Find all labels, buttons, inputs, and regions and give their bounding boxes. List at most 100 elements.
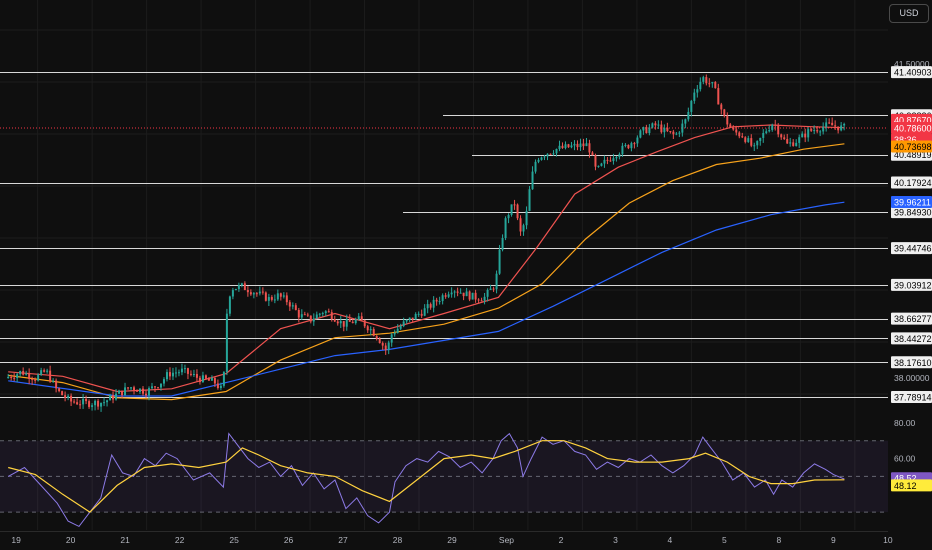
candle-body[interactable] bbox=[747, 138, 750, 142]
candle-body[interactable] bbox=[357, 316, 360, 320]
candle-body[interactable] bbox=[19, 371, 22, 375]
candle-body[interactable] bbox=[34, 379, 37, 381]
candle-body[interactable] bbox=[552, 153, 555, 155]
candle-body[interactable] bbox=[294, 305, 297, 310]
candle-body[interactable] bbox=[828, 122, 831, 124]
candle-body[interactable] bbox=[327, 311, 330, 313]
candle-body[interactable] bbox=[288, 302, 291, 307]
candle-body[interactable] bbox=[115, 393, 118, 400]
candle-body[interactable] bbox=[648, 127, 651, 134]
candle-body[interactable] bbox=[453, 291, 456, 293]
candle-body[interactable] bbox=[156, 387, 159, 389]
candle-body[interactable] bbox=[642, 127, 645, 131]
candle-body[interactable] bbox=[306, 314, 309, 316]
candle-body[interactable] bbox=[588, 143, 591, 153]
level-price-badge[interactable]: 38.44272 bbox=[891, 332, 932, 345]
candle-body[interactable] bbox=[615, 157, 618, 159]
candle-body[interactable] bbox=[165, 372, 168, 380]
candle-body[interactable] bbox=[159, 383, 162, 388]
candle-body[interactable] bbox=[118, 390, 121, 394]
candle-body[interactable] bbox=[234, 288, 237, 291]
candle-body[interactable] bbox=[261, 291, 264, 293]
candle-body[interactable] bbox=[774, 124, 777, 126]
candle-body[interactable] bbox=[765, 131, 768, 133]
candle-body[interactable] bbox=[324, 311, 327, 314]
candle-body[interactable] bbox=[786, 138, 789, 144]
candle-body[interactable] bbox=[579, 143, 582, 148]
candle-body[interactable] bbox=[426, 304, 429, 309]
candle-body[interactable] bbox=[732, 127, 735, 130]
candle-body[interactable] bbox=[516, 204, 519, 219]
candle-body[interactable] bbox=[669, 131, 672, 133]
candle-body[interactable] bbox=[195, 374, 198, 378]
candle-body[interactable] bbox=[618, 154, 621, 158]
candle-body[interactable] bbox=[690, 100, 693, 112]
candle-body[interactable] bbox=[252, 293, 255, 295]
candle-body[interactable] bbox=[654, 123, 657, 126]
candle-body[interactable] bbox=[744, 137, 747, 142]
candle-body[interactable] bbox=[621, 145, 624, 155]
candle-body[interactable] bbox=[408, 317, 411, 320]
candle-body[interactable] bbox=[396, 328, 399, 333]
candle-body[interactable] bbox=[600, 163, 603, 166]
candle-body[interactable] bbox=[771, 124, 774, 131]
candle-body[interactable] bbox=[459, 292, 462, 294]
candle-body[interactable] bbox=[495, 273, 498, 290]
candle-body[interactable] bbox=[450, 292, 453, 295]
candle-body[interactable] bbox=[192, 374, 195, 376]
candle-body[interactable] bbox=[636, 137, 639, 144]
candle-body[interactable] bbox=[276, 293, 279, 300]
candle-body[interactable] bbox=[762, 132, 765, 138]
candle-body[interactable] bbox=[597, 165, 600, 167]
candle-body[interactable] bbox=[106, 400, 109, 403]
candle-body[interactable] bbox=[723, 109, 726, 116]
candle-body[interactable] bbox=[522, 225, 525, 232]
candle-body[interactable] bbox=[783, 137, 786, 139]
candle-body[interactable] bbox=[303, 314, 306, 316]
candle-body[interactable] bbox=[363, 320, 366, 327]
candle-body[interactable] bbox=[537, 159, 540, 162]
candle-body[interactable] bbox=[73, 401, 76, 403]
candle-body[interactable] bbox=[447, 294, 450, 297]
candle-body[interactable] bbox=[570, 145, 573, 148]
candle-body[interactable] bbox=[315, 314, 318, 319]
candle-body[interactable] bbox=[225, 313, 228, 373]
candle-body[interactable] bbox=[183, 368, 186, 370]
candle-body[interactable] bbox=[381, 343, 384, 346]
candle-body[interactable] bbox=[564, 144, 567, 149]
candle-body[interactable] bbox=[79, 404, 82, 406]
candle-body[interactable] bbox=[330, 312, 333, 320]
candle-body[interactable] bbox=[393, 332, 396, 335]
candle-body[interactable] bbox=[780, 134, 783, 138]
candle-body[interactable] bbox=[88, 401, 91, 407]
candle-body[interactable] bbox=[270, 297, 273, 300]
candle-body[interactable] bbox=[7, 377, 10, 379]
candle-body[interactable] bbox=[750, 138, 753, 146]
candle-body[interactable] bbox=[483, 296, 486, 301]
candle-body[interactable] bbox=[735, 129, 738, 133]
rsi-pane[interactable] bbox=[0, 440, 888, 513]
candle-body[interactable] bbox=[145, 393, 148, 396]
candle-body[interactable] bbox=[645, 127, 648, 134]
candle-body[interactable] bbox=[177, 372, 180, 374]
candle-body[interactable] bbox=[567, 144, 570, 148]
candle-body[interactable] bbox=[285, 295, 288, 303]
candle-body[interactable] bbox=[465, 291, 468, 297]
candle-body[interactable] bbox=[699, 81, 702, 90]
candle-body[interactable] bbox=[768, 130, 771, 132]
candle-body[interactable] bbox=[540, 157, 543, 160]
candle-body[interactable] bbox=[585, 143, 588, 147]
candle-body[interactable] bbox=[561, 145, 564, 149]
candle-body[interactable] bbox=[441, 295, 444, 302]
candle-body[interactable] bbox=[405, 319, 408, 322]
candle-body[interactable] bbox=[204, 375, 207, 379]
price-badge[interactable]: 40.78600 bbox=[891, 122, 932, 135]
candle-body[interactable] bbox=[372, 329, 375, 336]
candle-body[interactable] bbox=[76, 402, 79, 405]
candle-body[interactable] bbox=[819, 131, 822, 133]
candle-body[interactable] bbox=[186, 368, 189, 374]
candle-body[interactable] bbox=[207, 378, 210, 381]
candle-body[interactable] bbox=[70, 395, 73, 402]
candle-body[interactable] bbox=[804, 133, 807, 138]
